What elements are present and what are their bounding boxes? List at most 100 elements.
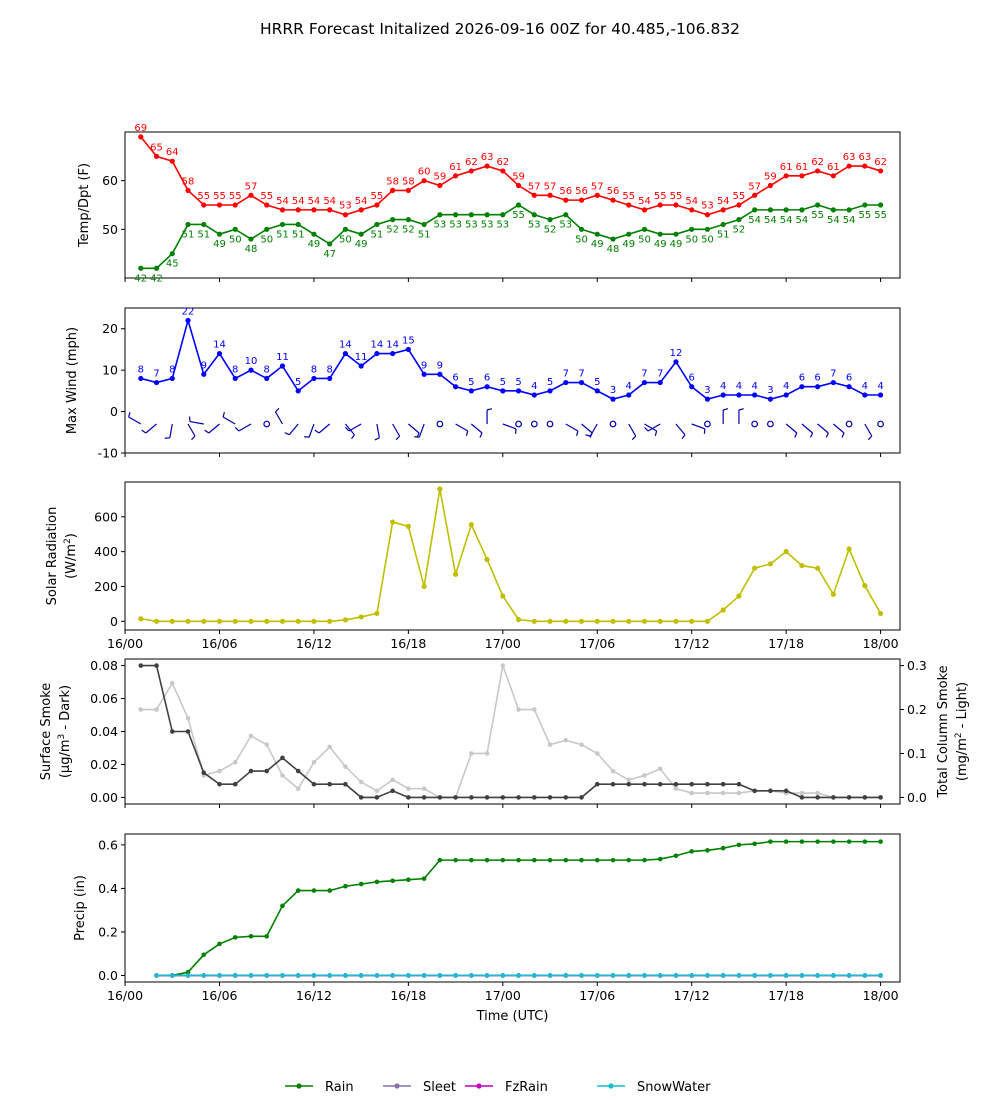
dewpoint-point xyxy=(201,221,207,228)
temp-data-label: 62 xyxy=(496,157,509,168)
column-smoke-point xyxy=(594,751,600,756)
snowwater-point xyxy=(610,973,616,978)
snowwater-point xyxy=(831,973,836,978)
wind-data-label: 5 xyxy=(594,377,600,388)
solar-point xyxy=(169,618,175,624)
wind-point xyxy=(421,371,427,377)
wind-point xyxy=(515,388,522,394)
temp-point xyxy=(327,207,333,213)
dewpoint-point xyxy=(185,221,191,228)
solar-point xyxy=(704,618,711,624)
x-tick-label: 16/18 xyxy=(390,988,426,1003)
wind-barb-flag xyxy=(585,434,591,437)
dewpoint-point xyxy=(358,231,364,237)
snowwater-point xyxy=(169,973,175,978)
temp-data-label: 55 xyxy=(670,191,683,202)
temp-point xyxy=(846,163,852,169)
wind-data-label: 7 xyxy=(578,369,584,380)
x-tick-label: 17/00 xyxy=(485,988,521,1003)
y-tick-label: 0.04 xyxy=(90,724,118,739)
dewpoint-point xyxy=(641,226,648,232)
surface-smoke-point xyxy=(358,795,364,800)
dewpoint-data-label: 49 xyxy=(622,239,635,250)
rain-point xyxy=(657,856,663,862)
dewpoint-data-label: 53 xyxy=(465,220,478,231)
wind-data-label: 6 xyxy=(484,373,490,384)
dewpoint-data-label: 54 xyxy=(796,215,809,226)
dewpoint-data-label: 52 xyxy=(544,225,557,236)
wind-barb-staff xyxy=(318,423,331,434)
wind-data-label: 5 xyxy=(547,377,553,388)
temp-y-label: Temp/Dpt (F) xyxy=(77,163,92,248)
surface-smoke-point xyxy=(343,781,348,787)
wind-barb-calm xyxy=(704,420,711,428)
wind-data-label: 14 xyxy=(371,340,384,351)
solar-point xyxy=(138,616,144,622)
smoke-y-unit: (μg/m3 - Dark) xyxy=(57,685,73,778)
x-tick-label: 17/12 xyxy=(674,636,710,651)
wind-point xyxy=(374,350,380,357)
solar-point xyxy=(374,610,380,617)
dewpoint-data-label: 50 xyxy=(575,234,588,245)
dewpoint-data-label: 42 xyxy=(150,273,163,284)
figure-title: HRRR Forecast Initalized 2026-09-16 00Z … xyxy=(260,20,740,38)
snowwater-point xyxy=(185,973,191,978)
temp-point xyxy=(594,192,600,198)
wind-data-label: 14 xyxy=(213,340,226,351)
solar-point xyxy=(563,618,569,624)
wind-barb xyxy=(234,423,252,432)
x-tick-label: 16/12 xyxy=(296,988,332,1003)
wind-data-label: 14 xyxy=(339,340,352,351)
y-tick-label: -10 xyxy=(98,446,118,461)
wind-data-label: 4 xyxy=(751,381,757,392)
column-smoke-point xyxy=(689,790,694,796)
legend-swatch-marker xyxy=(608,1083,614,1089)
temp-data-label: 54 xyxy=(276,196,289,207)
wind-barb-staff xyxy=(470,423,483,434)
dewpoint-data-label: 50 xyxy=(339,234,352,245)
wind-barb-flag xyxy=(222,412,225,418)
wind-barb-flag xyxy=(345,427,350,432)
temp-data-label: 62 xyxy=(465,157,478,168)
wind-data-label: 5 xyxy=(468,377,474,388)
wind-barb xyxy=(864,423,873,441)
wind-barb-calm xyxy=(530,420,538,428)
dewpoint-point xyxy=(563,212,569,218)
wind-point xyxy=(153,379,160,386)
wind-data-label: 7 xyxy=(641,369,647,380)
temp-point xyxy=(862,163,868,169)
rain-point xyxy=(799,839,805,844)
surface-smoke-point xyxy=(374,795,380,800)
solar-point xyxy=(610,618,616,624)
temp-point xyxy=(484,163,490,169)
wind-barb-staff xyxy=(376,423,380,438)
solar-point xyxy=(405,523,411,530)
wind-barb-flag xyxy=(128,412,131,418)
snowwater-point xyxy=(563,973,569,978)
wind-data-label: 8 xyxy=(311,364,317,375)
wind-barb-flag xyxy=(395,435,401,441)
legend-item: FzRain xyxy=(465,1080,548,1095)
dewpoint-data-label: 52 xyxy=(402,225,415,236)
wind-barb xyxy=(455,423,469,436)
rain-point xyxy=(484,857,490,863)
wind-barb-staff xyxy=(208,423,220,434)
dewpoint-point xyxy=(799,207,805,213)
wind-barb-flag xyxy=(681,434,686,440)
column-smoke-point xyxy=(484,751,490,756)
surface-smoke-point xyxy=(295,768,301,774)
column-smoke-point xyxy=(579,742,584,747)
temp-point xyxy=(232,202,238,208)
wind-barb-staff xyxy=(675,423,686,436)
temp-data-label: 56 xyxy=(559,186,572,197)
snowwater-point xyxy=(154,973,159,978)
temp-point xyxy=(342,212,349,218)
temp-data-label: 63 xyxy=(843,152,856,163)
rain-point xyxy=(815,839,820,844)
temp-point xyxy=(657,202,663,208)
dewpoint-data-label: 54 xyxy=(764,215,777,226)
surface-smoke-point xyxy=(232,781,238,787)
solar-point xyxy=(232,618,238,624)
surface-smoke-point xyxy=(736,781,742,787)
